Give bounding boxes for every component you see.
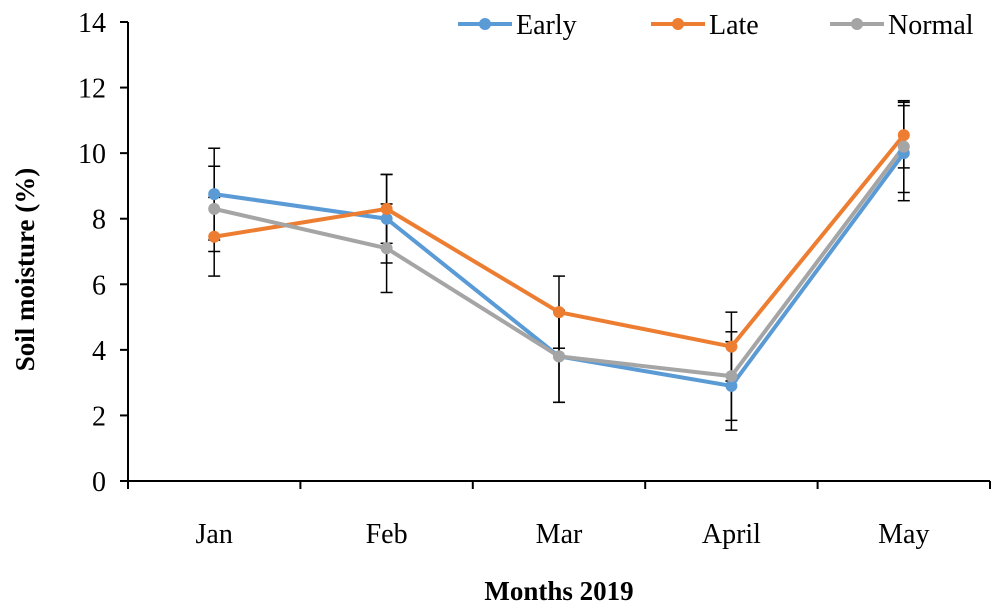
data-point-late — [725, 340, 738, 353]
x-tick-label: April — [702, 519, 761, 550]
x-tick-label: May — [878, 519, 929, 550]
error-bars — [208, 99, 910, 431]
x-tick-label: Feb — [366, 519, 408, 550]
x-tick-label: Jan — [196, 519, 233, 550]
y-tick-label: 4 — [92, 336, 106, 367]
data-point-late — [208, 230, 221, 243]
y-tick-label: 12 — [78, 74, 106, 105]
data-point-normal — [553, 350, 565, 363]
legend-marker-normal — [851, 18, 863, 30]
y-tick-label: 10 — [78, 139, 106, 170]
legend-label-normal: Normal — [888, 10, 974, 41]
series-points — [208, 129, 910, 392]
data-point-early — [208, 188, 221, 201]
y-tick-label: 6 — [92, 270, 106, 301]
y-tick-label: 0 — [92, 467, 106, 498]
legend-marker-early — [479, 18, 491, 30]
axes — [127, 22, 990, 482]
legend-label-early: Early — [516, 10, 577, 41]
y-tick-label: 8 — [92, 205, 106, 236]
x-tick-label: Mar — [536, 519, 583, 550]
x-axis-title: Months 2019 — [484, 576, 633, 606]
data-point-early — [380, 212, 393, 225]
y-ticks: 0 2 4 6 8 10 12 14 — [78, 8, 128, 498]
x-ticks: Jan Feb Mar April May — [127, 481, 991, 550]
data-point-normal — [208, 202, 221, 215]
data-point-late — [897, 129, 910, 142]
y-tick-label: 2 — [92, 401, 106, 432]
y-tick-label: 14 — [78, 8, 106, 39]
y-axis-title: Soil moisture (%) — [10, 168, 40, 372]
legend-marker-late — [672, 18, 684, 30]
data-point-normal — [897, 140, 910, 153]
data-point-late — [380, 202, 393, 215]
legend: Early Late Normal — [458, 10, 974, 41]
data-point-early — [725, 379, 738, 392]
data-point-normal — [725, 370, 738, 383]
data-point-late — [553, 306, 565, 319]
legend-label-late: Late — [709, 10, 759, 41]
data-point-normal — [380, 242, 393, 255]
